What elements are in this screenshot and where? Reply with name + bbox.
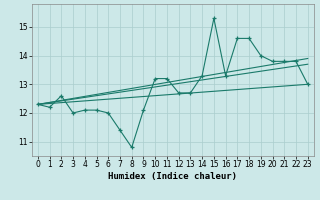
X-axis label: Humidex (Indice chaleur): Humidex (Indice chaleur)	[108, 172, 237, 181]
